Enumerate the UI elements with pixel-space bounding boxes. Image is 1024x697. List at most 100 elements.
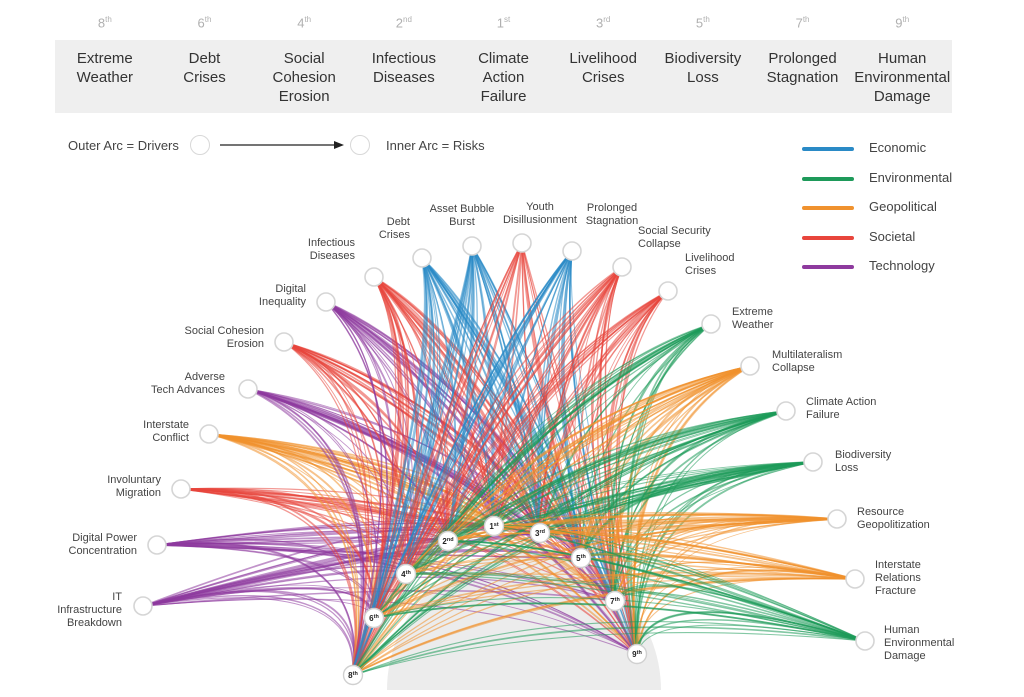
driver-node (171, 479, 191, 499)
risk-node-label: 9th (632, 650, 642, 659)
driver-risk-link (615, 591, 866, 642)
driver-risk-link (614, 561, 856, 602)
driver-risk-link (447, 540, 866, 642)
driver-node (316, 292, 336, 312)
risk-header-1: Debt Crises (183, 50, 226, 86)
driver-node (199, 424, 219, 444)
driver-risk-link (495, 525, 856, 580)
driver-risk-link (372, 245, 473, 619)
driver-label: Youth Disillusionment (503, 201, 577, 226)
driver-risk-link (614, 410, 787, 602)
driver-risk-link (448, 250, 573, 542)
driver-risk-link (495, 266, 623, 527)
rank-3: 2nd (395, 15, 412, 31)
driver-risk-link (634, 619, 866, 655)
driver-risk-link (637, 624, 866, 655)
legend-label: Economic (869, 140, 927, 155)
driver-label: Social Cohesion Erosion (185, 325, 265, 350)
risk-header-6: Biodiversity Loss (664, 50, 742, 86)
driver-label: Biodiversity Loss (835, 449, 892, 474)
risk-node (529, 522, 551, 544)
inner-arc-label: Inner Arc = Risks (386, 138, 485, 153)
driver-node (274, 332, 294, 352)
risk-nodes: 8th 6th 4th 2nd 1st 3rd 5th 7th 9th (342, 515, 648, 686)
driver-label: Social Security Collapse (638, 225, 711, 250)
driver-label: Adverse Tech Advances (151, 371, 225, 396)
driver-risk-link (354, 276, 397, 676)
driver-node (512, 233, 532, 253)
risk-node (604, 590, 626, 612)
outer-arc-label: Outer Arc = Drivers (68, 138, 179, 153)
driver-risk-link (582, 513, 838, 559)
driver-node (658, 281, 678, 301)
driver-risk-link (446, 323, 712, 542)
driver-risk-link (407, 323, 712, 575)
driver-risk-link (495, 410, 787, 527)
driver-label: Asset Bubble Burst (430, 203, 495, 228)
risk-header-0: Extreme Weather (76, 50, 134, 86)
driver-node (412, 248, 432, 268)
risk-rank-row: 8th 6th 4th 2nd 1st 3rd 5th 7th 9th (55, 8, 952, 32)
driver-risk-link (446, 410, 787, 542)
driver-node (803, 452, 823, 472)
legend-swatch (802, 147, 854, 151)
driver-node (364, 267, 384, 287)
risk-node-label: 3rd (535, 529, 545, 538)
driver-label: Livelihood Crises (685, 252, 735, 277)
driver-risk-link (579, 554, 866, 642)
legend-label: Geopolitical (869, 199, 937, 214)
driver-risk-link (618, 290, 669, 655)
driver-risk-link (142, 597, 353, 676)
risk-node (570, 547, 592, 569)
driver-node (855, 631, 875, 651)
driver-risk-link (372, 245, 473, 619)
driver-risk-link (374, 266, 623, 619)
rank-1: 6th (197, 15, 212, 31)
driver-labels: IT Infrastructure Breakdown Digital Power Co… (57, 201, 954, 662)
risk-node-label: 1st (489, 522, 499, 531)
inner-arc-ring-icon (350, 135, 370, 155)
driver-node (238, 379, 258, 399)
risk-node (437, 530, 459, 552)
legend-swatch (802, 265, 854, 269)
legend-label: Technology (869, 258, 935, 273)
risk-node-label: 2nd (442, 537, 453, 546)
driver-risk-link (406, 573, 866, 642)
rank-0: 8th (97, 15, 112, 31)
driver-risk-link (493, 525, 856, 580)
driver-risk-link (616, 584, 866, 642)
legend-label: Environmental (869, 169, 953, 185)
driver-risk-link (558, 250, 583, 559)
risk-header-4: Climate Action Failure (478, 50, 529, 105)
risk-node (395, 563, 417, 585)
driver-label: Digital Inequality (259, 283, 307, 308)
driver-risk-link (374, 290, 669, 619)
risk-node-label: 5th (576, 554, 586, 563)
risk-header-2: Social Cohesion Erosion (272, 50, 336, 105)
driver-risk-link (446, 365, 751, 542)
rank-4: 1st (496, 15, 511, 31)
driver-risk-link (247, 388, 365, 676)
driver-risk-link (493, 525, 866, 642)
driver-risk-link (636, 577, 856, 655)
driver-risk-link (447, 290, 669, 542)
driver-risk-link (350, 257, 426, 676)
driver-risk-link (493, 410, 787, 527)
rank-6: 5th (695, 15, 710, 31)
driver-risk-link (446, 242, 523, 542)
driver-node (740, 356, 760, 376)
rank-7: 7th (795, 15, 810, 31)
legend-swatch (802, 235, 854, 240)
driver-risk-link (403, 257, 435, 575)
driver-risk-link (573, 266, 623, 559)
driver-risk-link (539, 528, 856, 580)
driver-nodes (133, 233, 875, 651)
driver-risk-link (405, 242, 523, 575)
risk-node (342, 664, 364, 686)
driver-risk-link (353, 626, 866, 676)
risk-header-band: Extreme Weather Debt Crises Social Cohesio… (55, 40, 952, 113)
driver-risk-link (325, 301, 412, 575)
driver-label: Involuntary Migration (107, 474, 161, 499)
rank-2: 4th (297, 15, 312, 31)
driver-label: Interstate Conflict (143, 419, 189, 444)
